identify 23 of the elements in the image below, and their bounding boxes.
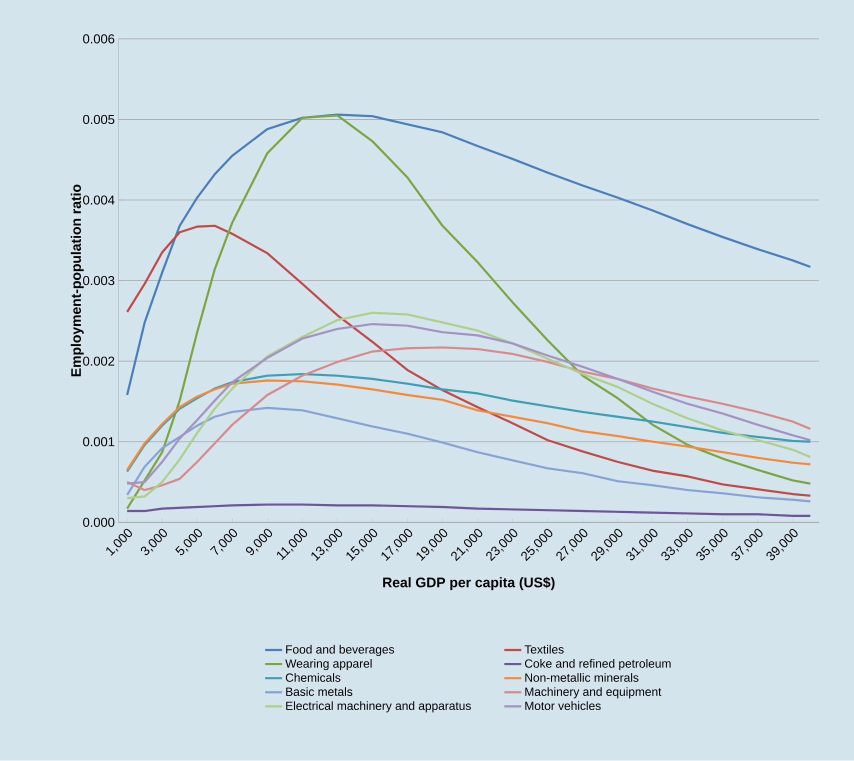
line-series xyxy=(126,224,812,498)
y-tick-label: 0.000 xyxy=(83,518,114,528)
legend-label: Coke and refined petroleum xyxy=(524,659,671,670)
legend-label: Basic metals xyxy=(286,687,352,696)
y-tick-label: 0.003 xyxy=(83,276,114,286)
y-tick-label: 0.004 xyxy=(83,196,114,205)
line-series xyxy=(126,114,812,510)
legend-label: Electrical machinery and apparatus xyxy=(286,702,471,713)
y-tick-label: 0.001 xyxy=(83,437,114,447)
legend-label: Motor vehicles xyxy=(525,702,601,710)
legend-label: Machinery and equipment xyxy=(525,687,662,699)
legend-label: Food and beverages xyxy=(286,645,394,656)
y-tick-label: 0.006 xyxy=(83,34,114,44)
legend-label: Non-metallic minerals xyxy=(525,673,638,682)
line-series xyxy=(126,114,812,396)
x-axis-title: Real GDP per capita (US$) xyxy=(383,577,555,590)
legend-label: Wearing apparel xyxy=(285,659,372,670)
y-tick-label: 0.002 xyxy=(83,356,114,366)
line-series xyxy=(126,346,812,492)
y-tick-label: 0.005 xyxy=(83,115,114,124)
legend-label: Textiles xyxy=(524,645,564,654)
legend-label: Chemicals xyxy=(286,673,340,682)
y-axis-title: Employment-population ratio xyxy=(70,184,84,376)
